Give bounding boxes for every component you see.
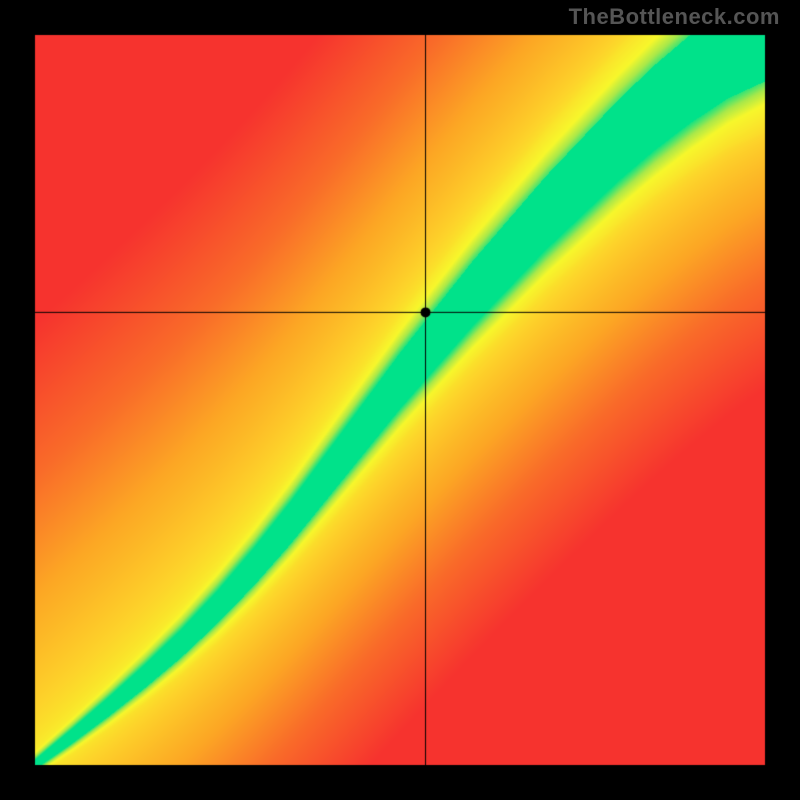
watermark-text: TheBottleneck.com [569,4,780,30]
bottleneck-heatmap [0,0,800,800]
